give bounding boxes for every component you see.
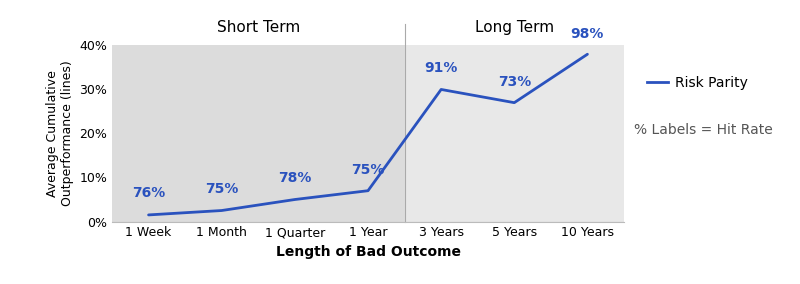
X-axis label: Length of Bad Outcome: Length of Bad Outcome xyxy=(275,245,461,259)
Text: 78%: 78% xyxy=(278,172,311,185)
Text: 75%: 75% xyxy=(205,182,238,197)
Text: Short Term: Short Term xyxy=(217,20,300,35)
Text: 98%: 98% xyxy=(570,27,604,41)
Bar xyxy=(405,45,624,222)
Text: 91%: 91% xyxy=(425,61,458,75)
Text: 73%: 73% xyxy=(498,76,531,89)
Text: Long Term: Long Term xyxy=(474,20,554,35)
Text: % Labels = Hit Rate: % Labels = Hit Rate xyxy=(634,123,773,137)
Bar xyxy=(112,45,405,222)
Text: 75%: 75% xyxy=(351,163,385,177)
Y-axis label: Average Cumulative
Outperformance (lines): Average Cumulative Outperformance (lines… xyxy=(46,60,74,206)
Legend: Risk Parity: Risk Parity xyxy=(641,70,753,95)
Text: 76%: 76% xyxy=(132,185,165,199)
